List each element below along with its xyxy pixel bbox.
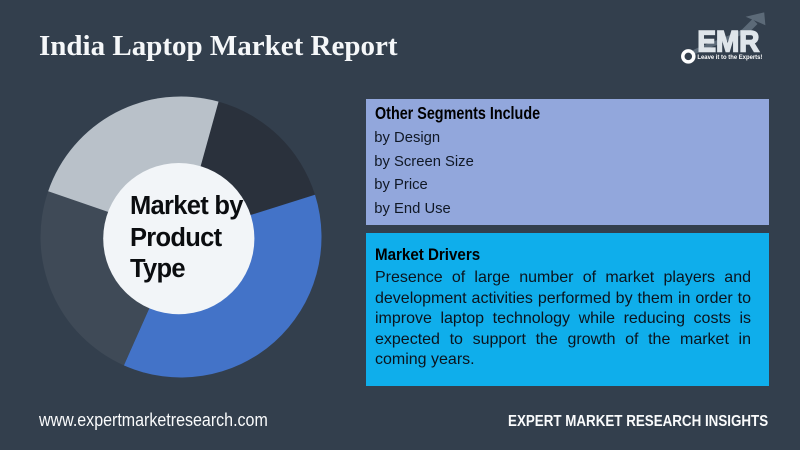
svg-text:Leave it to the Experts!: Leave it to the Experts! [697, 54, 762, 61]
svg-text:EMR: EMR [697, 26, 759, 59]
